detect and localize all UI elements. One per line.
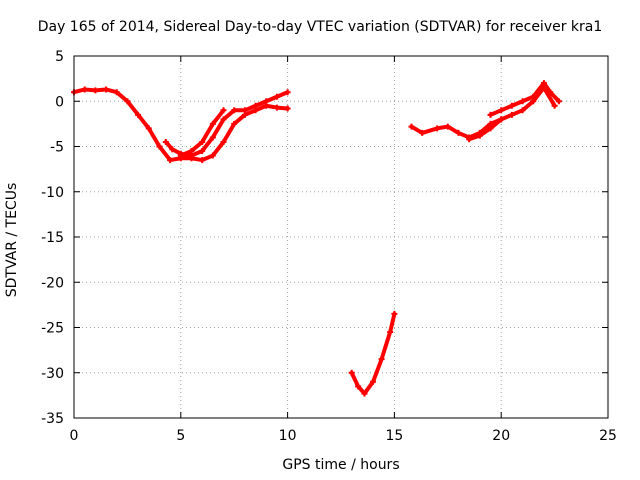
series-arc-3 bbox=[177, 107, 227, 159]
data-point bbox=[370, 378, 377, 385]
chart-title: Day 165 of 2014, Sidereal Day-to-day VTE… bbox=[37, 19, 603, 35]
data-layer bbox=[71, 80, 562, 397]
x-tick-label: 20 bbox=[492, 428, 510, 444]
data-point bbox=[113, 89, 120, 96]
data-point bbox=[508, 102, 515, 109]
data-point bbox=[555, 98, 562, 105]
series-arc-6 bbox=[466, 84, 558, 143]
series-arc-2 bbox=[162, 89, 291, 159]
data-point bbox=[487, 125, 494, 132]
data-point bbox=[162, 138, 169, 145]
data-point bbox=[498, 107, 505, 114]
data-point bbox=[348, 369, 355, 376]
y-tick-label: 5 bbox=[55, 49, 64, 65]
data-point bbox=[135, 111, 142, 118]
data-point bbox=[156, 143, 163, 150]
data-point bbox=[387, 329, 394, 336]
data-point bbox=[177, 152, 184, 159]
data-point bbox=[408, 123, 415, 130]
data-point bbox=[145, 125, 152, 132]
y-tick-label: -30 bbox=[41, 366, 64, 382]
x-tick-label: 0 bbox=[70, 428, 79, 444]
data-point bbox=[252, 102, 259, 109]
y-tick-label: -10 bbox=[41, 185, 64, 201]
data-point bbox=[273, 104, 280, 111]
y-tick-label: -15 bbox=[41, 230, 64, 246]
data-point bbox=[355, 383, 362, 390]
data-point bbox=[209, 152, 216, 159]
y-tick-label: -35 bbox=[41, 411, 64, 427]
data-point bbox=[284, 89, 291, 96]
data-point bbox=[199, 157, 206, 164]
grid bbox=[74, 56, 608, 418]
data-point bbox=[273, 93, 280, 100]
axis-ticks: 0 5 10 15 20 25 5 0 -5 -10 -15 -20 -25 -30 -35 bbox=[41, 49, 617, 444]
data-point bbox=[519, 98, 526, 105]
data-point bbox=[167, 157, 174, 164]
data-point bbox=[547, 89, 554, 96]
data-point bbox=[498, 116, 505, 123]
data-point bbox=[81, 86, 88, 93]
data-point bbox=[466, 136, 473, 143]
data-point bbox=[92, 87, 99, 94]
y-tick-label: -25 bbox=[41, 321, 64, 337]
y-tick-label: 0 bbox=[55, 94, 64, 110]
data-point bbox=[188, 148, 195, 155]
data-point bbox=[551, 102, 558, 109]
data-point bbox=[361, 390, 368, 397]
y-tick-label: -5 bbox=[50, 140, 64, 156]
x-axis-label: GPS time / hours bbox=[282, 457, 400, 473]
data-point bbox=[391, 310, 398, 317]
data-point bbox=[530, 93, 537, 100]
data-point bbox=[199, 148, 206, 155]
data-point bbox=[220, 107, 227, 114]
x-tick-label: 10 bbox=[279, 428, 297, 444]
data-point bbox=[241, 107, 248, 114]
data-point bbox=[444, 123, 451, 130]
data-point bbox=[199, 138, 206, 145]
x-tick-label: 15 bbox=[385, 428, 403, 444]
data-point bbox=[209, 120, 216, 127]
data-point bbox=[231, 120, 238, 127]
series-arc-7 bbox=[487, 80, 562, 118]
series-arc-5 bbox=[408, 116, 505, 141]
x-tick-label: 5 bbox=[176, 428, 185, 444]
data-point bbox=[220, 116, 227, 123]
y-tick-label: -20 bbox=[41, 275, 64, 291]
data-point bbox=[508, 111, 515, 118]
data-point bbox=[476, 132, 483, 139]
data-point bbox=[209, 134, 216, 141]
series-arc-4 bbox=[348, 310, 398, 397]
data-point bbox=[220, 138, 227, 145]
data-point bbox=[419, 129, 426, 136]
data-point bbox=[519, 107, 526, 114]
data-point bbox=[455, 129, 462, 136]
data-point bbox=[434, 125, 441, 132]
data-point bbox=[169, 146, 176, 153]
data-point bbox=[487, 111, 494, 118]
data-point bbox=[103, 86, 110, 93]
data-point bbox=[284, 105, 291, 112]
y-axis-label: SDTVAR / TECUs bbox=[4, 182, 20, 298]
x-tick-label: 25 bbox=[599, 428, 617, 444]
data-point bbox=[540, 80, 547, 87]
data-point bbox=[231, 107, 238, 114]
data-point bbox=[263, 98, 270, 105]
data-point bbox=[124, 98, 131, 105]
data-point bbox=[378, 356, 385, 363]
